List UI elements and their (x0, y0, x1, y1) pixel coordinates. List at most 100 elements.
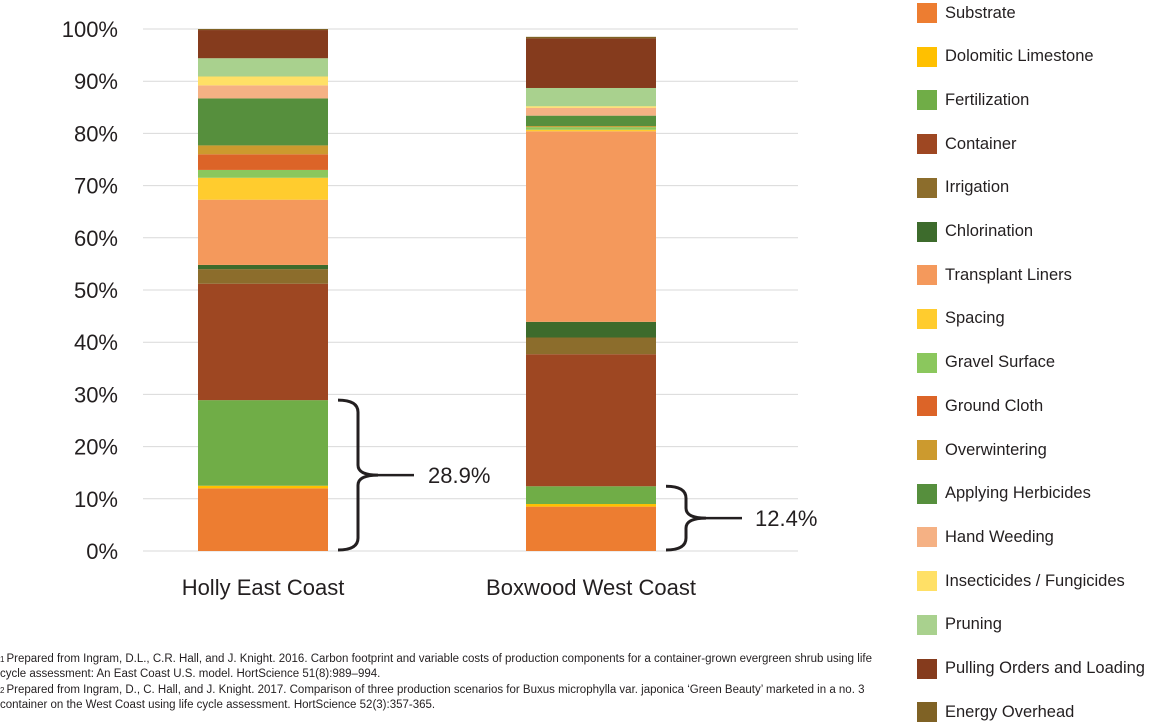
legend-swatch (917, 3, 937, 23)
footnote-2: 2 Prepared from Ingram, D., C. Hall, and … (0, 683, 900, 713)
legend-label: Energy Overhead (945, 702, 1075, 721)
footnote-text: Prepared from Ingram, D.L., C.R. Hall, a… (0, 653, 872, 680)
bar-segment (198, 283, 328, 401)
bar-segment (198, 269, 328, 284)
legend-label: Substrate (945, 3, 1016, 22)
y-tick-label: 30% (74, 382, 118, 407)
y-tick-label: 60% (74, 226, 118, 251)
legend-label: Pulling Orders and Loading (945, 659, 1145, 677)
bar-segment (526, 321, 656, 338)
bar-segment (526, 107, 656, 116)
legend-label: Spacing (945, 309, 1005, 328)
bar-segment (198, 199, 328, 265)
legend-label: Irrigation (945, 178, 1010, 197)
bar-segment (526, 38, 656, 88)
legend-label: Pruning (945, 615, 1002, 634)
legend-label: Gravel Surface (945, 353, 1056, 372)
bar-segment (526, 337, 656, 355)
legend-item: Irrigation (917, 177, 1009, 199)
legend-label: Overwintering (945, 440, 1047, 459)
bar-segment (198, 400, 328, 486)
legend-label: Hand Weeding (945, 527, 1054, 546)
legend-label: Dolomitic Limestone (945, 47, 1094, 66)
x-category-label: Holly East Coast (182, 575, 345, 600)
legend-swatch (917, 483, 937, 504)
bar-segment (198, 154, 328, 170)
legend-item: Overwintering (917, 439, 1047, 461)
bar-segment (526, 115, 656, 127)
legend-label: Transplant Liners (945, 265, 1072, 284)
bar-segment (526, 87, 656, 107)
legend-label: Ground Cloth (945, 396, 1044, 415)
legend-item: Dolomitic Limestone (917, 46, 1094, 68)
legend-label: Insecticides / Fungicides (945, 571, 1125, 590)
legend-item: Fertilization (917, 89, 1029, 111)
bar-segment (526, 129, 656, 132)
legend-swatch (917, 702, 937, 723)
legend-swatch (917, 527, 937, 548)
bar-segment (198, 30, 328, 59)
legend-item: Substrate (917, 2, 1016, 24)
bracket-annotations: 28.9% 12.4% (337, 398, 817, 552)
legend-item: Container (917, 133, 1017, 155)
bar-segment (526, 106, 656, 108)
legend-item: Pruning (917, 614, 1002, 636)
legend-swatch (917, 308, 937, 329)
legend-swatch (917, 46, 937, 67)
legend-item: Hand Weeding (917, 526, 1054, 548)
y-tick-label: 100% (62, 17, 118, 42)
legend-swatch (917, 440, 937, 460)
legend-item: Gravel Surface (917, 352, 1055, 374)
legend-swatch (917, 571, 937, 592)
y-tick-label: 90% (74, 69, 118, 94)
legend-swatch (917, 352, 937, 373)
bar-segment (198, 145, 328, 155)
bar-segment (198, 85, 328, 99)
bars (198, 29, 656, 551)
bar-segment (526, 486, 656, 505)
bar-segment (526, 126, 656, 128)
bar-segment (198, 29, 328, 31)
legend-swatch (917, 221, 937, 242)
bar-segment (526, 506, 656, 551)
bar-segment (198, 488, 328, 551)
bar-segment (526, 354, 656, 487)
footnotes: 1 Prepared from Ingram, D.L., C.R. Hall, … (0, 652, 900, 714)
x-axis-category-labels: Holly East Coast Boxwood West Coast (182, 575, 696, 600)
footnote-text: Prepared from Ingram, D., C. Hall, and J… (0, 684, 865, 711)
legend-item: Pulling Orders and Loading (917, 658, 1145, 680)
legend-item: Insecticides / Fungicides (917, 570, 1125, 592)
legend-item: Transplant Liners (917, 264, 1072, 286)
y-tick-label: 80% (74, 121, 118, 146)
legend-item: Ground Cloth (917, 395, 1043, 417)
legend-swatch (917, 396, 937, 417)
bar-segment (198, 177, 328, 200)
y-tick-label: 10% (74, 487, 118, 512)
bar-segment (198, 58, 328, 77)
y-tick-label: 50% (74, 278, 118, 303)
bar-segment (198, 76, 328, 86)
annotation-label: 28.9% (428, 463, 490, 488)
footnote-mark: 2 (0, 686, 5, 695)
legend-label: Chlorination (945, 222, 1034, 240)
legend-label: Applying Herbicides (945, 484, 1091, 503)
bar-segment (198, 264, 328, 270)
legend-label: Container (945, 134, 1017, 153)
y-tick-label: 20% (74, 435, 118, 460)
footnote-1: 1 Prepared from Ingram, D.L., C.R. Hall, … (0, 652, 900, 682)
bracket (337, 398, 379, 552)
y-tick-label: 0% (86, 539, 118, 564)
bar-segment (526, 36, 656, 39)
y-tick-label: 70% (74, 174, 118, 199)
legend-item: Energy Overhead (917, 701, 1074, 723)
legend-swatch (917, 90, 937, 111)
bracket (665, 484, 707, 552)
bar-segment (198, 98, 328, 146)
legend-item: Chlorination (917, 221, 1033, 243)
legend-swatch (917, 177, 937, 198)
bar-segment (526, 131, 656, 322)
stacked-bar-chart: 0% 10% 20% 30% 40% 50% 60% 70% 80% 90% 100% Holly … (62, 17, 818, 600)
legend-item: Spacing (917, 308, 1005, 330)
bar-segment (198, 485, 328, 489)
legend-swatch (917, 265, 937, 286)
